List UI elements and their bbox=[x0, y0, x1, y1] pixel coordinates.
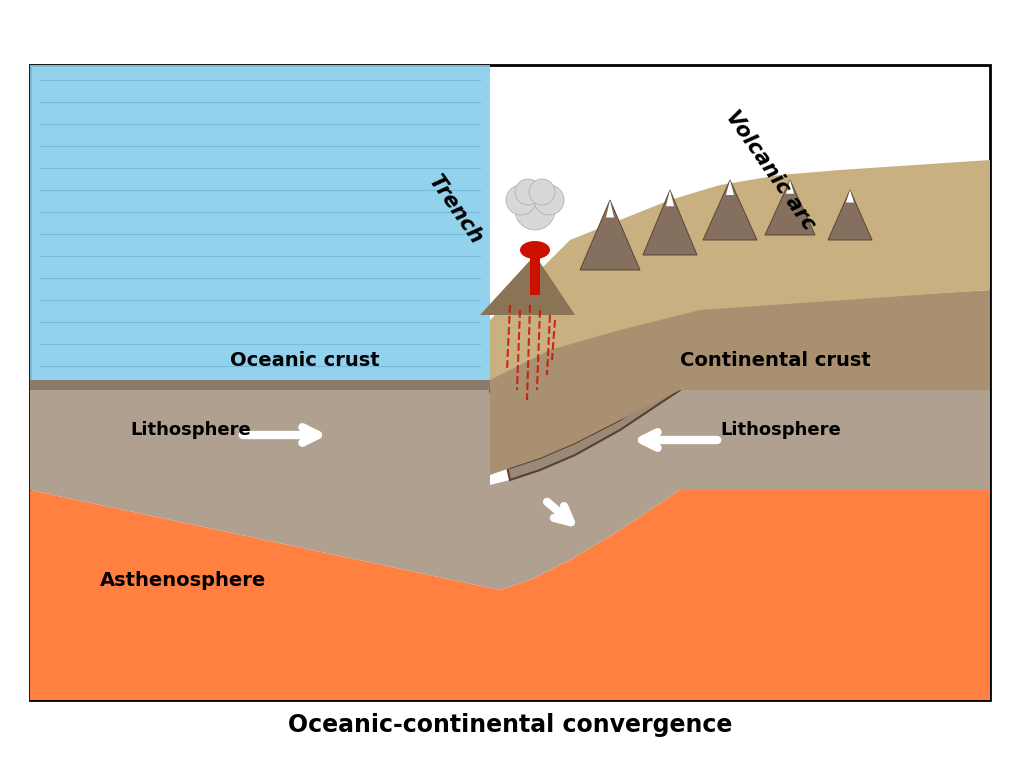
Text: Trench: Trench bbox=[424, 172, 485, 248]
Text: Oceanic-continental convergence: Oceanic-continental convergence bbox=[288, 713, 732, 737]
Text: Continental crust: Continental crust bbox=[680, 350, 870, 369]
Circle shape bbox=[529, 179, 555, 205]
Polygon shape bbox=[703, 180, 757, 240]
Polygon shape bbox=[786, 180, 794, 194]
Polygon shape bbox=[490, 380, 680, 480]
Polygon shape bbox=[643, 190, 697, 255]
Polygon shape bbox=[30, 390, 990, 590]
Circle shape bbox=[506, 185, 536, 215]
Bar bbox=[30, 65, 990, 700]
Polygon shape bbox=[490, 290, 990, 475]
Polygon shape bbox=[666, 190, 674, 207]
Polygon shape bbox=[606, 200, 614, 217]
Circle shape bbox=[534, 185, 564, 215]
Polygon shape bbox=[765, 180, 815, 235]
Text: Lithosphere: Lithosphere bbox=[720, 421, 841, 439]
Polygon shape bbox=[30, 490, 990, 700]
Text: Volcanic arc: Volcanic arc bbox=[721, 107, 818, 233]
Polygon shape bbox=[490, 160, 990, 380]
Polygon shape bbox=[828, 190, 872, 240]
Polygon shape bbox=[530, 255, 540, 295]
Text: Oceanic crust: Oceanic crust bbox=[230, 350, 380, 369]
Polygon shape bbox=[726, 180, 734, 195]
Polygon shape bbox=[846, 190, 854, 203]
Text: Lithosphere: Lithosphere bbox=[130, 421, 251, 439]
Text: Asthenosphere: Asthenosphere bbox=[100, 571, 266, 590]
Polygon shape bbox=[580, 200, 640, 270]
Ellipse shape bbox=[520, 241, 550, 259]
Circle shape bbox=[515, 179, 541, 205]
Polygon shape bbox=[30, 65, 490, 380]
Polygon shape bbox=[30, 380, 490, 390]
Circle shape bbox=[515, 190, 555, 230]
Polygon shape bbox=[480, 255, 575, 315]
